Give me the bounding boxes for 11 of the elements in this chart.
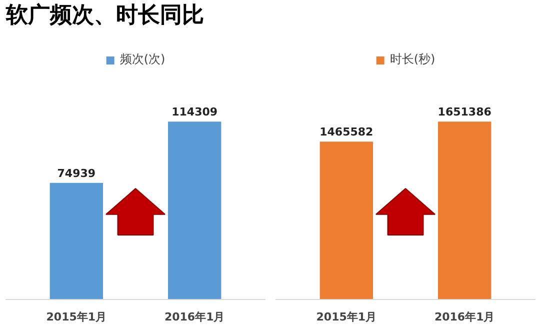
x-tick-label: 2015年1月 [46, 310, 107, 324]
legend-label: 频次(次) [120, 51, 166, 68]
data-label: 1465582 [320, 126, 374, 139]
x-tick-label: 2016年1月 [164, 310, 225, 324]
data-label: 114309 [172, 106, 218, 119]
data-label: 74939 [57, 166, 96, 180]
chart-title: 软广频次、时长同比 [6, 2, 204, 30]
legend-label: 时长(秒) [390, 51, 436, 68]
data-label: 1651386 [438, 106, 492, 119]
x-tick-label: 2016年1月 [434, 310, 495, 324]
x-tick-label: 2015年1月 [316, 310, 377, 324]
